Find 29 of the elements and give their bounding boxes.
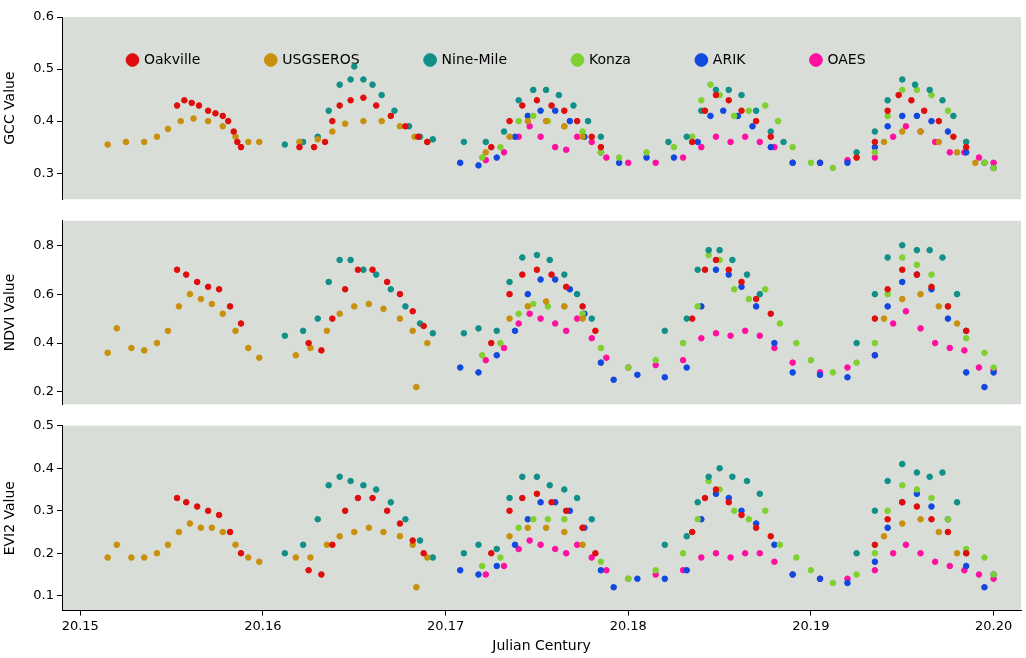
y-tick-label: 0.5: [33, 60, 54, 76]
y-tick-label: 0.6: [33, 285, 54, 301]
y-tick-label: 0.6: [33, 8, 54, 24]
legend-label: Oakville: [144, 50, 201, 67]
y-tick-label: 0.2: [33, 383, 54, 399]
x-tick-label: 20.18: [609, 617, 647, 633]
x-axis-title: Julian Century: [491, 637, 591, 654]
y-axis-title: GCC Value: [1, 71, 18, 145]
y-tick-label: 0.3: [33, 502, 54, 518]
legend-label: Konza: [588, 50, 631, 67]
x-tick-label: 20.16: [244, 617, 282, 633]
x-tick-label: 20.15: [61, 617, 99, 633]
legend-label: ARIK: [712, 50, 747, 67]
y-tick-label: 0.4: [33, 112, 54, 128]
y-tick-label: 0.5: [33, 417, 54, 433]
y-tick-label: 0.8: [33, 236, 54, 252]
legend-label: Nine-Mile: [441, 50, 507, 67]
legend-label: USGSEROS: [282, 50, 360, 67]
x-tick-label: 20.20: [974, 617, 1013, 633]
y-axis-title: NDVI Value: [1, 273, 18, 352]
y-tick-label: 0.4: [33, 334, 54, 350]
y-tick-label: 0.1: [33, 587, 54, 603]
y-tick-label: 0.4: [33, 459, 54, 475]
legend-label: OAES: [827, 50, 866, 67]
y-axis-title: EVI2 Value: [1, 481, 18, 556]
y-tick-label: 0.3: [33, 164, 54, 180]
x-tick-label: 20.17: [426, 617, 465, 633]
y-tick-label: 0.2: [33, 544, 54, 560]
x-tick-label: 20.19: [792, 617, 830, 633]
